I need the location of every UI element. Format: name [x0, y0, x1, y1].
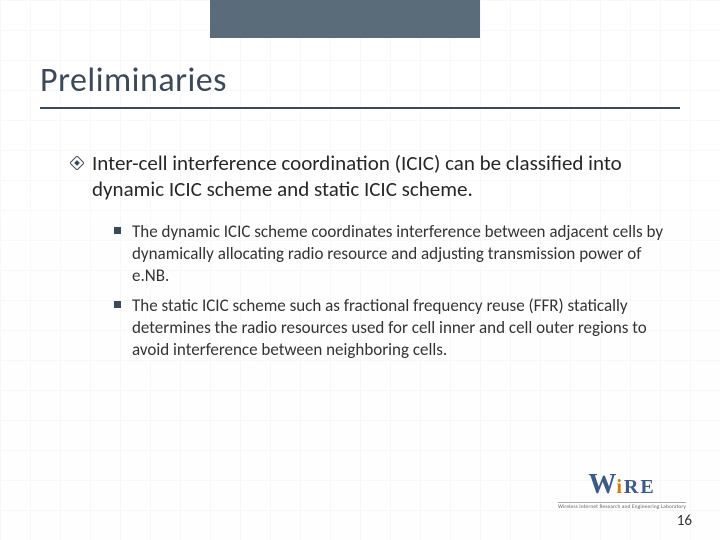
diamond-bullet-icon: [70, 156, 92, 175]
slide: Preliminaries Inter-cell interference co…: [0, 0, 720, 540]
slide-title: Preliminaries: [40, 60, 680, 101]
title-underline: [40, 107, 680, 109]
bullet-main-text: Inter-cell interference coordination (IC…: [92, 150, 670, 203]
logo-letters-re: RE: [624, 476, 656, 499]
bullet-level2: The static ICIC scheme such as fractiona…: [114, 295, 670, 361]
bullet-level1: Inter-cell interference coordination (IC…: [70, 150, 670, 203]
wire-logo: W i RE Wireless Internet Research and En…: [558, 469, 686, 510]
bullet-level2: The dynamic ICIC scheme coordinates inte…: [114, 221, 670, 287]
logo-text-row: W i RE: [588, 469, 655, 501]
logo-subtitle: Wireless Internet Research and Engineeri…: [558, 504, 686, 510]
title-block: Preliminaries: [40, 60, 680, 109]
square-bullet-icon: [114, 301, 132, 308]
logo-divider: [558, 502, 686, 503]
bullet-sub1-text: The dynamic ICIC scheme coordinates inte…: [132, 221, 670, 287]
bullet-sub2-text: The static ICIC scheme such as fractiona…: [132, 295, 670, 361]
logo-letter-w: W: [588, 469, 616, 501]
top-accent-bar: [210, 0, 480, 38]
square-bullet-icon: [114, 227, 132, 234]
logo-letter-i: i: [616, 476, 622, 499]
content-area: Inter-cell interference coordination (IC…: [70, 150, 670, 369]
page-number: 16: [677, 512, 692, 530]
